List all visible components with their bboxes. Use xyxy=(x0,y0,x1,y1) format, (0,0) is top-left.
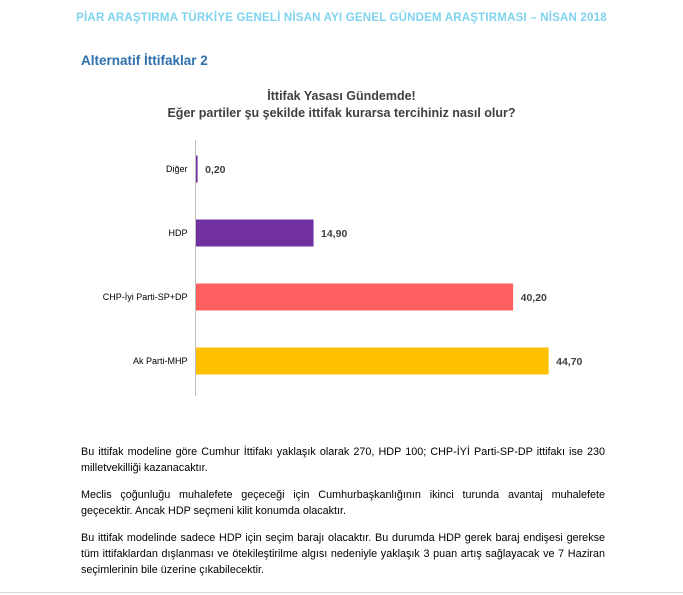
value-label-1: 14,90 xyxy=(321,228,347,240)
section-title: Alternatif İttifaklar 2 xyxy=(81,53,208,68)
chart-subtitle: Eğer partiler şu şekilde ittifak kurarsa… xyxy=(167,106,516,120)
chart-title: İttifak Yasası Gündemde! xyxy=(267,89,416,103)
category-label-1: HDP xyxy=(168,228,187,238)
category-label-2: CHP-İyi Parti-SP+DP xyxy=(103,292,188,302)
value-label-0: 0,20 xyxy=(205,164,226,176)
paragraph-2: Meclis çoğunluğu muhalefete geçeceği içi… xyxy=(81,489,605,517)
bars-group: Diğer 0,20 HDP 14,90 CHP-İyi Parti-SP+DP 40,2… xyxy=(103,155,583,375)
bottom-divider xyxy=(0,592,683,593)
bar-chart: Diğer 0,20 HDP 14,90 CHP-İyi Parti-SP+DP 40,2… xyxy=(103,140,583,396)
paragraph-1: Bu ittifak modeline göre Cumhur İttifakı… xyxy=(81,446,605,474)
value-label-2: 40,20 xyxy=(521,292,547,304)
category-label-3: Ak Parti-MHP xyxy=(133,356,188,366)
category-label-0: Diğer xyxy=(166,164,188,174)
bar-2 xyxy=(196,283,514,311)
value-label-3: 44,70 xyxy=(556,356,582,368)
paragraph-3: Bu ittifak modelinde sadece HDP için seç… xyxy=(81,532,605,576)
bar-0 xyxy=(196,155,198,183)
bar-3 xyxy=(196,347,549,375)
bar-1 xyxy=(196,219,314,247)
report-header-title: PİAR ARAŞTIRMA TÜRKİYE GENELİ NİSAN AYI … xyxy=(76,12,607,24)
